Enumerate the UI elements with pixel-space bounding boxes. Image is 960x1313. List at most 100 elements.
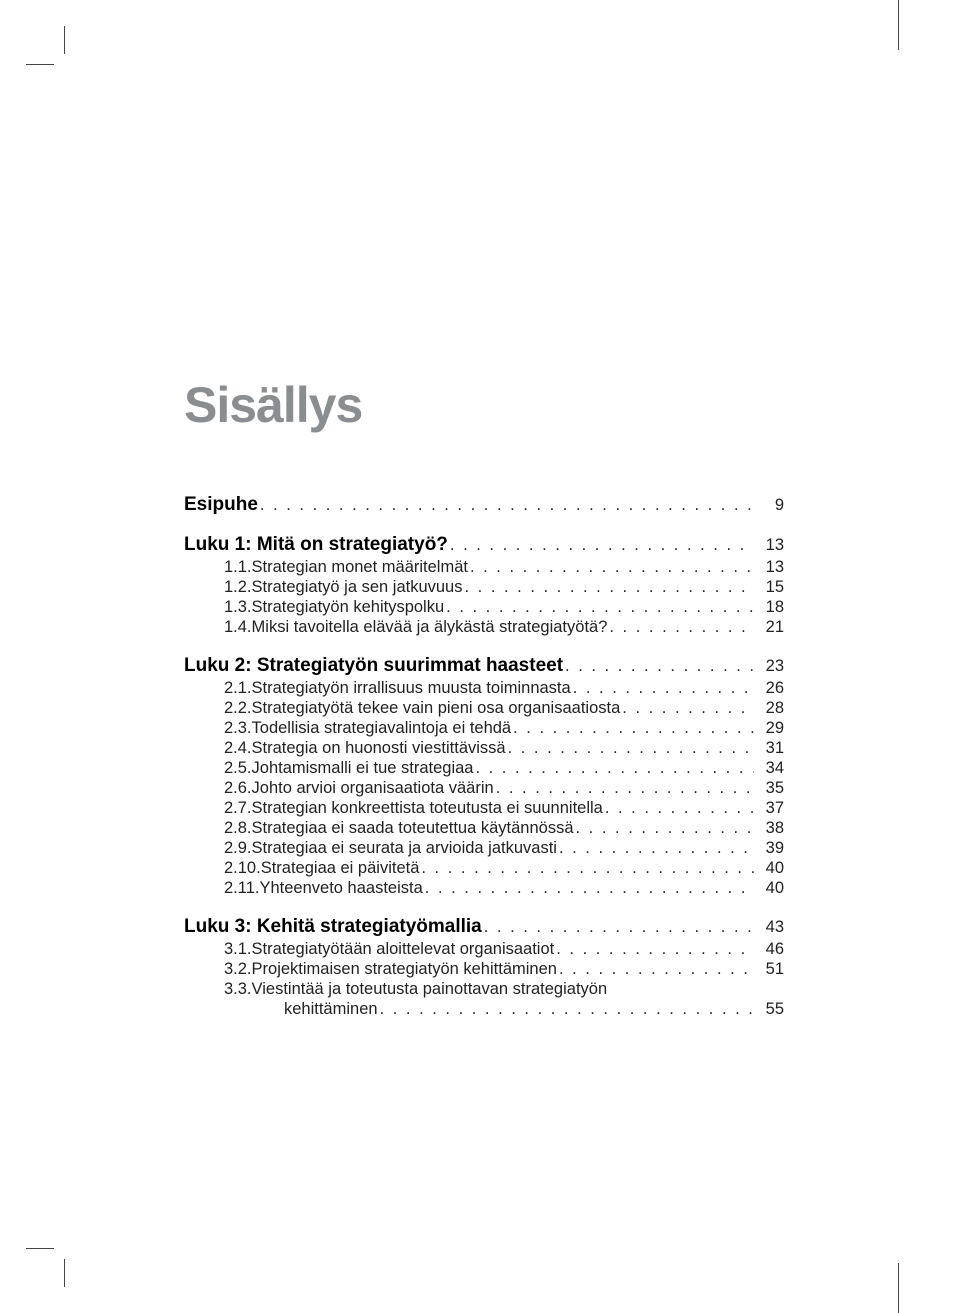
toc-section-text: Johto arvioi organisaatiota väärin [252,779,494,798]
leader-dots [444,598,754,617]
leader-dots [574,819,754,838]
toc-chapter-label: Luku 2: Strategiatyön suurimmat haasteet [184,655,563,677]
toc-section-number: 1.1. [184,558,252,577]
leader-dots [494,779,754,798]
toc-section-row: 1.2.Strategiatyö ja sen jatkuvuus15 [184,578,784,597]
toc-section-number: 2.11. [184,879,259,898]
leader-dots [620,699,754,718]
toc-page-number: 38 [754,819,784,838]
toc-section-number: 2.7. [184,799,252,818]
toc-page-number: 43 [754,918,784,937]
crop-mark [64,26,65,54]
toc-section-text: Viestintää ja toteutusta painottavan str… [252,980,608,999]
toc-chapter-label: Luku 1: Mitä on strategiatyö? [184,534,448,556]
toc-page-number: 40 [754,879,784,898]
toc-section-row: 2.8.Strategiaa ei saada toteutettua käyt… [184,819,784,838]
toc-section-number: 2.2. [184,699,252,718]
toc-page-number: 34 [754,759,784,778]
toc-section-row: 1.3.Strategiatyön kehityspolku 18 [184,598,784,617]
leader-dots [473,759,754,778]
toc-section-row: 1.1.Strategian monet määritelmät13 [184,558,784,577]
toc-section-row: 2.2.Strategiatyötä tekee vain pieni osa … [184,699,784,718]
toc-section-text: Strategiatyön kehityspolku [252,598,445,617]
toc-section-row: 1.4.Miksi tavoitella elävää ja älykästä … [184,618,784,637]
toc-page-number: 21 [754,618,784,637]
toc-page-number: 18 [754,598,784,617]
toc-section-number: 2.9. [184,839,252,858]
toc-section-number: 2.10. [184,859,261,878]
crop-mark [26,1248,54,1249]
toc-section-text: Strategiatyö ja sen jatkuvuus [252,578,463,597]
toc-section-text: Todellisia strategiavalintoja ei tehdä [252,719,512,738]
toc-section-text: Strategiatyön irrallisuus muusta toiminn… [252,679,571,698]
leader-dots [468,558,754,577]
toc-section-row: 2.10.Strategiaa ei päivitetä40 [184,859,784,878]
toc-page-number: 15 [754,578,784,597]
toc-section-number: 2.5. [184,759,252,778]
leader-dots [378,1000,754,1019]
toc-page-number: 9 [754,496,784,515]
leader-dots [419,859,754,878]
leader-dots [571,679,754,698]
toc-section-number: 2.3. [184,719,252,738]
leader-dots [603,799,754,818]
toc-section-number: 3.2. [184,960,252,979]
toc-page-number: 55 [754,1000,784,1019]
leader-dots [506,739,754,758]
toc-section-text: Johtamismalli ei tue strategiaa [252,759,474,778]
toc-section-row: 2.6.Johto arvioi organisaatiota väärin35 [184,779,784,798]
leader-dots [607,618,754,637]
toc-page-number: 29 [754,719,784,738]
toc-section-text: Strategiatyötään aloittelevat organisaat… [252,940,555,959]
toc-section-number: 2.8. [184,819,252,838]
leader-dots [448,536,754,555]
toc-section-text: Projektimaisen strategiatyön kehittämine… [252,960,557,979]
leader-dots [482,918,754,937]
toc-chapter-heading: Luku 2: Strategiatyön suurimmat haasteet… [184,655,784,677]
crop-mark [26,64,54,65]
toc-section-row: 2.3.Todellisia strategiavalintoja ei teh… [184,719,784,738]
crop-mark [898,0,899,50]
toc-page-number: 39 [754,839,784,858]
toc-section-number: 1.3. [184,598,252,617]
toc-page-number: 23 [754,657,784,676]
toc-section-text: Miksi tavoitella elävää ja älykästä stra… [252,618,608,637]
leader-dots [511,719,754,738]
toc-section-row: 2.5.Johtamismalli ei tue strategiaa 34 [184,759,784,778]
toc-section-row: 2.4.Strategia on huonosti viestittävissä… [184,739,784,758]
toc-chapter-heading: Luku 3: Kehitä strategiatyömallia 43 [184,916,784,938]
crop-mark [64,1259,65,1287]
toc-page-number: 13 [754,536,784,555]
toc-section-number: 2.1. [184,679,252,698]
toc-section-text: Strategiaa ei seurata ja arvioida jatkuv… [252,839,557,858]
toc-chapter-heading: Luku 1: Mitä on strategiatyö? 13 [184,534,784,556]
content-block: Sisällys Esipuhe 9 Luku 1: Mitä on strat… [184,376,784,1020]
leader-dots [258,496,754,515]
toc-page-number: 28 [754,699,784,718]
toc-section-text: Strategia on huonosti viestittävissä [252,739,506,758]
toc-section-row-continued: kehittäminen 55 [184,1000,784,1019]
toc-front-matter: Esipuhe 9 [184,494,784,516]
leader-dots [554,940,754,959]
toc-section-row: 2.7.Strategian konkreettista toteutusta … [184,799,784,818]
leader-dots [557,960,754,979]
toc-section-number: 1.4. [184,618,252,637]
toc-section-row: 2.9.Strategiaa ei seurata ja arvioida ja… [184,839,784,858]
toc-page-number: 35 [754,779,784,798]
toc-section-text: Yhteenveto haasteista [259,879,422,898]
toc-section-text: Strategiaa ei saada toteutettua käytännö… [252,819,574,838]
toc-chapter-label: Luku 3: Kehitä strategiatyömallia [184,916,482,938]
toc-section-row: 3.3.Viestintää ja toteutusta painottavan… [184,980,784,999]
leader-dots [563,657,754,676]
toc-section-number: 3.3. [184,980,252,999]
toc-section-row: 2.1.Strategiatyön irrallisuus muusta toi… [184,679,784,698]
leader-dots [557,839,754,858]
leader-dots [463,578,755,597]
toc-title: Sisällys [184,376,784,434]
toc-section-number: 3.1. [184,940,252,959]
toc-page-number: 31 [754,739,784,758]
toc-section-text: kehittäminen [284,1000,378,1019]
toc-page-number: 37 [754,799,784,818]
toc-section-text: Strategiatyötä tekee vain pieni osa orga… [252,699,621,718]
leader-dots [423,879,754,898]
